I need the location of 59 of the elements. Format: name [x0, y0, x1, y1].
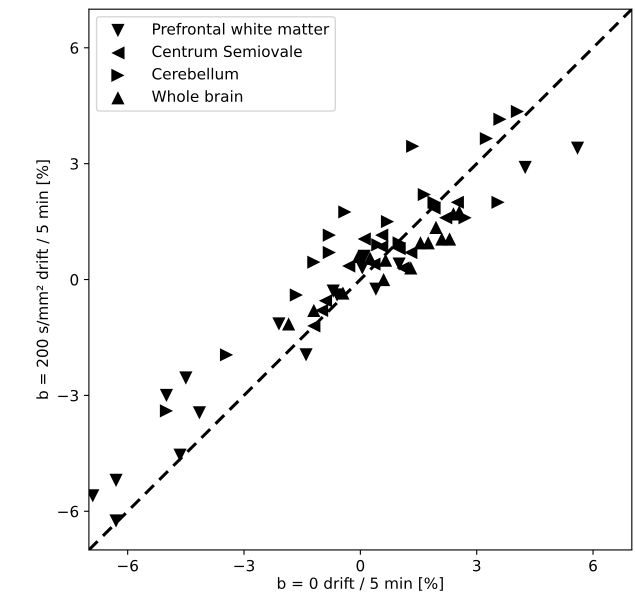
x-tick-label: −3: [234, 560, 254, 572]
point: [338, 205, 352, 219]
point: [570, 142, 584, 155]
x-tick-label: −6: [118, 560, 138, 572]
point: [109, 474, 123, 487]
point: [406, 140, 420, 153]
point: [318, 294, 332, 308]
x-tick-label: 6: [589, 560, 597, 572]
point: [314, 304, 328, 318]
point: [480, 132, 493, 146]
point: [173, 448, 187, 462]
point: [392, 236, 406, 250]
point: [378, 254, 392, 267]
y-tick-label: 0: [70, 274, 78, 286]
point: [380, 215, 394, 228]
point: [160, 388, 174, 402]
point: [220, 348, 234, 362]
y-tick-label: 6: [70, 42, 78, 54]
point: [450, 196, 464, 209]
y-tick-label: 3: [70, 158, 78, 170]
point: [358, 232, 371, 246]
point: [518, 160, 532, 174]
legend-label: Whole brain: [152, 90, 242, 102]
x-tick-label: 0: [356, 560, 364, 572]
point: [307, 256, 320, 269]
legend-label: Prefrontal white matter: [153, 22, 330, 35]
point: [429, 220, 443, 234]
legend-label: Centrum Semiovale: [152, 45, 302, 58]
point: [299, 348, 313, 362]
point: [322, 246, 336, 260]
point: [179, 371, 192, 385]
point: [307, 304, 320, 318]
point: [192, 406, 206, 420]
point: [322, 228, 336, 242]
point: [307, 319, 320, 332]
point: [404, 261, 418, 275]
point: [352, 250, 366, 263]
y-axis-title: b = 200 s/mm² drift / 5 min [%]: [36, 160, 50, 399]
point: [493, 112, 507, 126]
point: [375, 228, 388, 242]
x-axis-title: b = 0 drift / 5 min [%]: [278, 577, 443, 591]
point: [272, 317, 286, 331]
point: [422, 236, 435, 250]
point: [290, 288, 303, 302]
point: [336, 286, 350, 300]
legend-label: Cerebellum: [152, 68, 238, 80]
point: [427, 196, 441, 209]
point: [510, 104, 524, 118]
point: [160, 404, 174, 418]
point: [491, 196, 505, 209]
x-tick-label: 3: [473, 560, 480, 572]
point: [418, 188, 431, 202]
y-tick-label: −6: [58, 506, 78, 518]
point: [109, 514, 123, 528]
point: [282, 317, 296, 331]
y-tick-label: −3: [58, 390, 78, 402]
point: [342, 259, 356, 273]
point: [377, 272, 390, 286]
point: [442, 232, 456, 246]
